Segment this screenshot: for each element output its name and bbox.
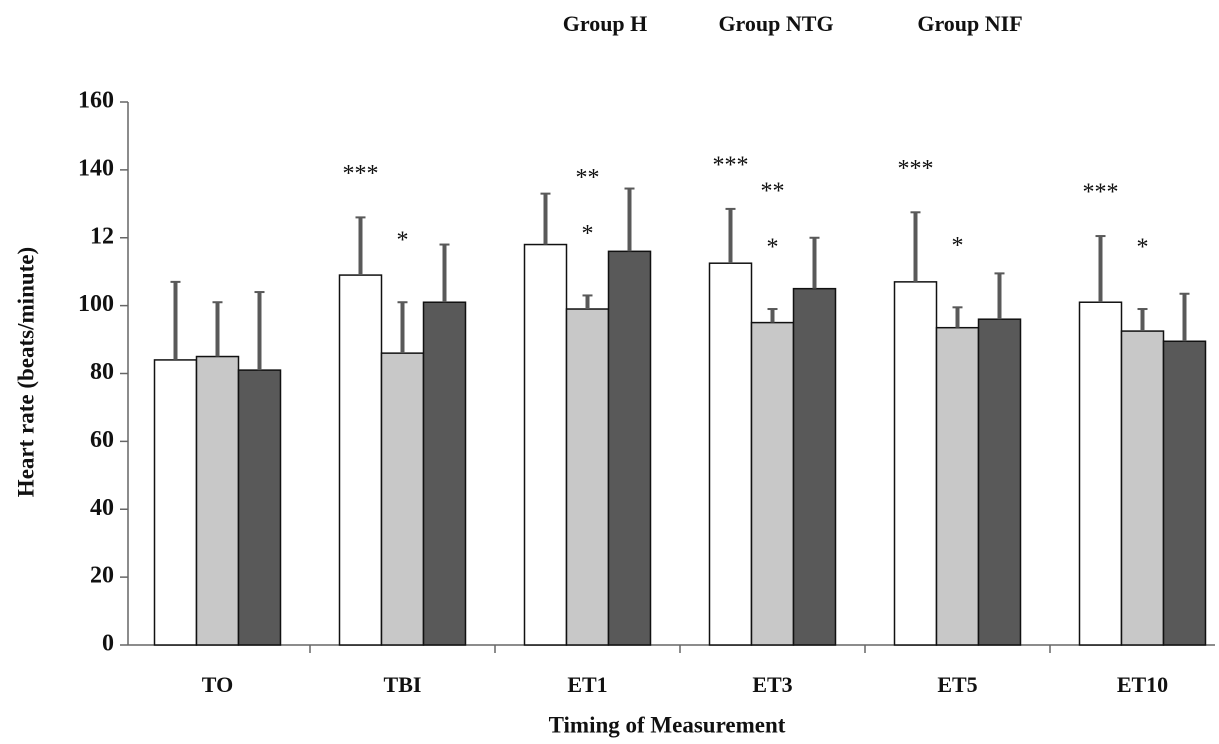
x-tick-label: ET5	[937, 672, 977, 697]
legend-label: Group H	[563, 11, 648, 36]
bar	[977, 318, 1022, 646]
bar	[1078, 301, 1123, 646]
significance-mark: *	[767, 235, 779, 261]
bar	[893, 281, 938, 646]
bar	[1120, 330, 1165, 646]
x-tick-label: ET1	[567, 672, 607, 697]
x-tick-label: TBI	[384, 672, 422, 697]
bar	[708, 262, 753, 646]
bar	[750, 321, 795, 646]
bar	[792, 287, 837, 646]
x-tick-label: ET3	[752, 672, 792, 697]
significance-mark: *	[1137, 235, 1149, 261]
y-tick-label: 60	[90, 427, 114, 453]
significance-mark: *	[582, 221, 594, 247]
significance-mark: **	[761, 179, 785, 205]
bar	[237, 369, 282, 646]
y-tick-label: 20	[90, 563, 114, 589]
y-axis-title: Heart rate (beats/minute)	[13, 247, 38, 497]
bar	[1162, 340, 1207, 646]
x-tick-label: ET10	[1117, 672, 1168, 697]
significance-mark: ***	[343, 161, 379, 187]
bar	[422, 301, 467, 646]
legend-label: Group NIF	[917, 11, 1022, 36]
bar	[338, 274, 383, 646]
y-tick-label: 0	[102, 631, 114, 657]
bar	[565, 308, 610, 646]
x-axis-title: Timing of Measurement	[549, 712, 786, 737]
y-tick-label: 140	[78, 155, 114, 181]
significance-mark: ***	[713, 152, 749, 178]
y-tick-label: 80	[90, 359, 114, 385]
y-tick-label: 40	[90, 495, 114, 521]
significance-mark: **	[576, 165, 600, 191]
bar	[153, 359, 198, 646]
legend-label: Group NTG	[718, 11, 833, 36]
bar	[195, 355, 240, 646]
y-tick-label: 12	[90, 223, 114, 249]
significance-mark: *	[952, 233, 964, 259]
bar	[380, 352, 425, 646]
bar	[523, 243, 568, 646]
bar	[935, 326, 980, 646]
y-tick-label: 160	[78, 88, 114, 114]
x-tick-label: TO	[202, 672, 233, 697]
y-tick-label: 100	[78, 291, 114, 317]
significance-mark: *	[397, 228, 409, 254]
significance-mark: ***	[1083, 180, 1119, 206]
significance-mark: ***	[898, 156, 934, 182]
bar	[607, 250, 652, 646]
